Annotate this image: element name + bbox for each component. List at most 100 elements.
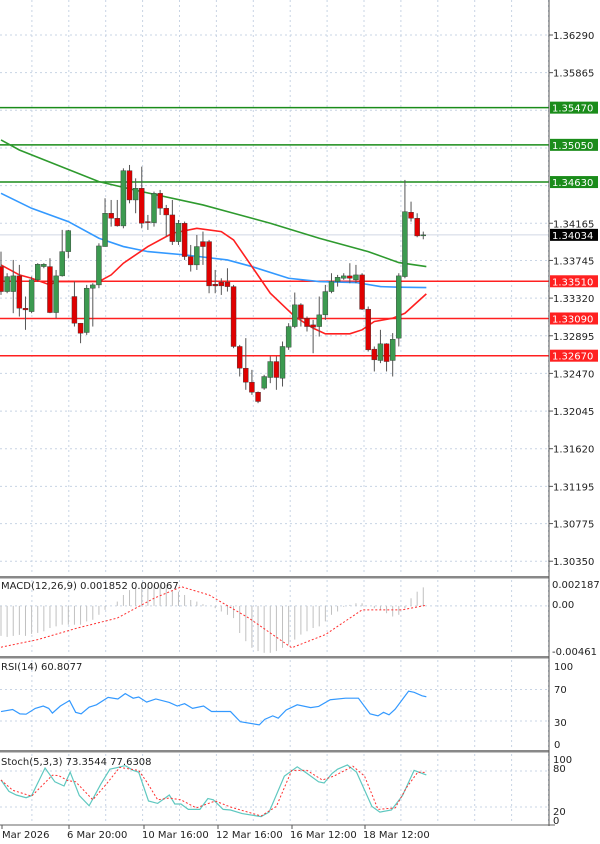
candle xyxy=(0,251,4,295)
candle xyxy=(114,199,120,227)
candle xyxy=(175,219,182,245)
candle-body xyxy=(218,282,225,287)
price-tick-label: 1.33320 xyxy=(553,294,594,305)
candle-body xyxy=(126,170,133,201)
candle xyxy=(347,263,353,284)
candle-body xyxy=(28,279,35,312)
candle xyxy=(65,229,72,259)
price-label-text: 1.35470 xyxy=(552,104,593,115)
candle-body xyxy=(396,275,402,339)
candle-body xyxy=(10,275,16,292)
candle xyxy=(16,264,23,317)
candle-body xyxy=(310,324,316,328)
candle xyxy=(365,306,371,352)
candle xyxy=(200,231,206,265)
candle xyxy=(212,269,218,294)
price-label-box xyxy=(550,349,598,362)
candle-body xyxy=(383,343,390,362)
macd-tick-label: 0.002187 xyxy=(552,580,600,591)
candle xyxy=(163,204,169,237)
candle-body xyxy=(206,241,212,287)
price-label-box xyxy=(550,101,598,114)
candle xyxy=(322,284,329,320)
rsi-tick-label: 30 xyxy=(554,718,567,729)
candle-body xyxy=(347,275,353,279)
candle xyxy=(249,369,255,395)
candle-body xyxy=(22,308,29,311)
candle xyxy=(341,273,347,280)
price-tick-label: 1.31620 xyxy=(553,445,594,456)
candle-body xyxy=(47,266,53,313)
candle xyxy=(145,214,151,230)
candle-body xyxy=(90,284,96,289)
price-label-text: 1.33090 xyxy=(552,314,593,325)
stoch-tick-label: 20 xyxy=(553,807,566,818)
time-tick-label: 6 Mar 20:00 xyxy=(67,830,127,841)
candle xyxy=(41,263,47,269)
price-tick-label: 1.32045 xyxy=(553,407,594,418)
price-tick-label: 1.32895 xyxy=(553,332,594,343)
candle xyxy=(53,269,59,319)
candle xyxy=(273,356,280,390)
candle-body xyxy=(151,193,157,223)
time-tick-label: Mar 2026 xyxy=(2,830,50,841)
price-label-box xyxy=(550,275,598,288)
candle xyxy=(267,356,273,384)
level-lines[interactable] xyxy=(0,106,549,357)
candle-body xyxy=(59,251,65,277)
candle xyxy=(304,316,310,332)
candle-body xyxy=(414,218,420,237)
candle xyxy=(243,338,249,390)
candle xyxy=(389,333,396,377)
candle xyxy=(261,374,267,390)
candle-body xyxy=(169,214,176,242)
candle xyxy=(151,191,157,227)
candle xyxy=(420,231,426,240)
candle-body xyxy=(267,361,273,378)
candle-body xyxy=(145,221,151,223)
candle-body xyxy=(83,287,90,333)
macd-label: MACD(12,26,9) 0.001852 0.000067 xyxy=(1,581,179,592)
price-axis[interactable]: 1.36290 1.35865 1.34165 1.33745 1.33320 1.328… xyxy=(549,31,600,827)
macd-signal-line xyxy=(0,586,427,649)
candle xyxy=(279,341,286,387)
time-tick-label: 12 Mar 16:00 xyxy=(216,830,283,841)
grid-lines xyxy=(0,0,549,824)
candle-body xyxy=(279,346,286,379)
candle-body xyxy=(389,339,396,361)
candle-body xyxy=(328,281,335,292)
candle xyxy=(194,234,200,270)
candle-body xyxy=(108,213,114,219)
candle-body xyxy=(273,361,280,378)
candle-body xyxy=(120,170,127,227)
candle xyxy=(120,168,127,229)
candle-body xyxy=(139,188,145,224)
candle-body xyxy=(316,314,322,327)
stoch-tick-label: 0 xyxy=(553,816,559,827)
candle xyxy=(22,296,29,330)
candle-body xyxy=(420,234,426,237)
candle xyxy=(96,243,102,289)
candle xyxy=(77,322,84,344)
candle-body xyxy=(71,296,78,324)
candle-body xyxy=(353,274,359,281)
rsi-tick-label: 0 xyxy=(554,740,560,751)
candle xyxy=(4,273,10,294)
candle-body xyxy=(157,193,163,209)
candle-body xyxy=(304,318,310,327)
candle xyxy=(402,179,408,279)
rsi-line xyxy=(0,690,427,726)
stoch-signal-line xyxy=(0,765,427,817)
candle-body xyxy=(298,304,304,319)
time-axis[interactable]: Mar 2026 6 Mar 20:00 10 Mar 16:00 12 Mar 16… xyxy=(1,825,430,841)
candle-body xyxy=(175,223,182,242)
candle-body xyxy=(408,212,414,219)
macd-tick-label: -0.00461 xyxy=(552,647,597,658)
candle-body xyxy=(65,230,72,252)
candle-body xyxy=(292,304,298,327)
price-label-box xyxy=(550,228,598,241)
price-label-box xyxy=(550,176,598,189)
stoch-main-line xyxy=(0,764,427,818)
candle xyxy=(371,346,378,372)
